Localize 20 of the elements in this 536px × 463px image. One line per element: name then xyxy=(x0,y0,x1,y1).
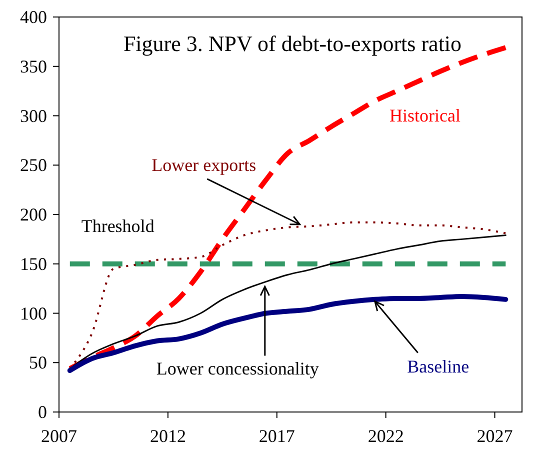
y-tick-label: 200 xyxy=(20,204,47,224)
y-tick-label: 400 xyxy=(20,7,47,27)
y-tick-label: 300 xyxy=(20,106,47,126)
x-tick-label: 2022 xyxy=(368,426,404,446)
ref-line-label: Threshold xyxy=(81,216,154,236)
y-tick-label: 250 xyxy=(20,155,47,176)
text: Lower exports xyxy=(152,155,256,176)
text: Figure 3. NPV of debt-to-exports ratio xyxy=(123,31,462,56)
y-tick-label: 0 xyxy=(38,402,47,422)
series-label: Lower concessionality xyxy=(156,358,319,378)
x-tick-label: 2007 xyxy=(41,426,77,446)
series-label: Historical xyxy=(390,106,461,126)
y-tick-label: 50 xyxy=(29,352,47,373)
y-tick-label: 350 xyxy=(20,56,47,76)
text: Baseline xyxy=(407,356,470,376)
y-tick-label: 150 xyxy=(20,254,47,274)
x-tick-label: 2017 xyxy=(258,426,295,446)
x-tick-label: 2012 xyxy=(150,426,186,446)
y-tick-label: 100 xyxy=(20,303,47,324)
x-tick-label: 2027 xyxy=(476,426,513,446)
